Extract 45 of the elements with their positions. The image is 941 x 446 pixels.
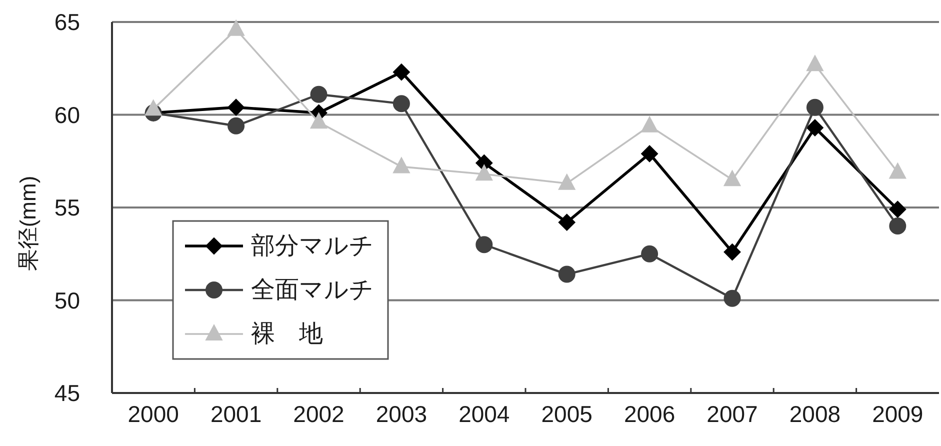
legend-label: 裸 地 [251, 320, 323, 348]
y-tick-label: 50 [54, 287, 80, 314]
point [310, 86, 328, 103]
point [641, 145, 658, 162]
point [641, 116, 658, 132]
x-tick-label: 2006 [624, 401, 676, 427]
point [310, 112, 328, 129]
y-tick-label: 45 [54, 380, 80, 406]
point [558, 214, 576, 231]
point [392, 157, 410, 174]
point [641, 245, 658, 262]
point [228, 20, 245, 36]
point [806, 119, 824, 136]
point [889, 200, 906, 218]
x-tick-label: 2007 [706, 401, 758, 427]
point [476, 236, 493, 254]
x-tick-label: 2005 [541, 401, 592, 427]
y-tick-label: 60 [54, 102, 80, 128]
point [392, 95, 410, 112]
x-tick-label: 2008 [789, 401, 841, 427]
legend-label: 全面マルチ [251, 276, 374, 304]
point [392, 64, 410, 81]
x-tick-label: 2003 [376, 401, 428, 427]
point [558, 174, 576, 190]
point [228, 98, 245, 116]
x-tick-label: 2002 [293, 401, 344, 427]
point [806, 98, 824, 116]
point [889, 162, 906, 179]
point [724, 244, 741, 261]
point [806, 55, 824, 72]
x-tick-label: 2001 [210, 401, 262, 427]
point [724, 170, 741, 186]
point [724, 290, 741, 307]
point [476, 164, 493, 181]
y-axis-title: 果径(mm) [16, 176, 40, 272]
x-tick-label: 2009 [872, 401, 924, 427]
x-tick-label: 2000 [128, 401, 179, 427]
point [228, 117, 245, 134]
point [889, 218, 906, 235]
point [144, 100, 162, 116]
y-tick-label: 55 [54, 194, 80, 220]
y-tick-label: 65 [54, 9, 80, 35]
legend-label: 部分マルチ [251, 232, 374, 260]
x-tick-label: 2004 [458, 401, 510, 427]
point [558, 266, 576, 283]
